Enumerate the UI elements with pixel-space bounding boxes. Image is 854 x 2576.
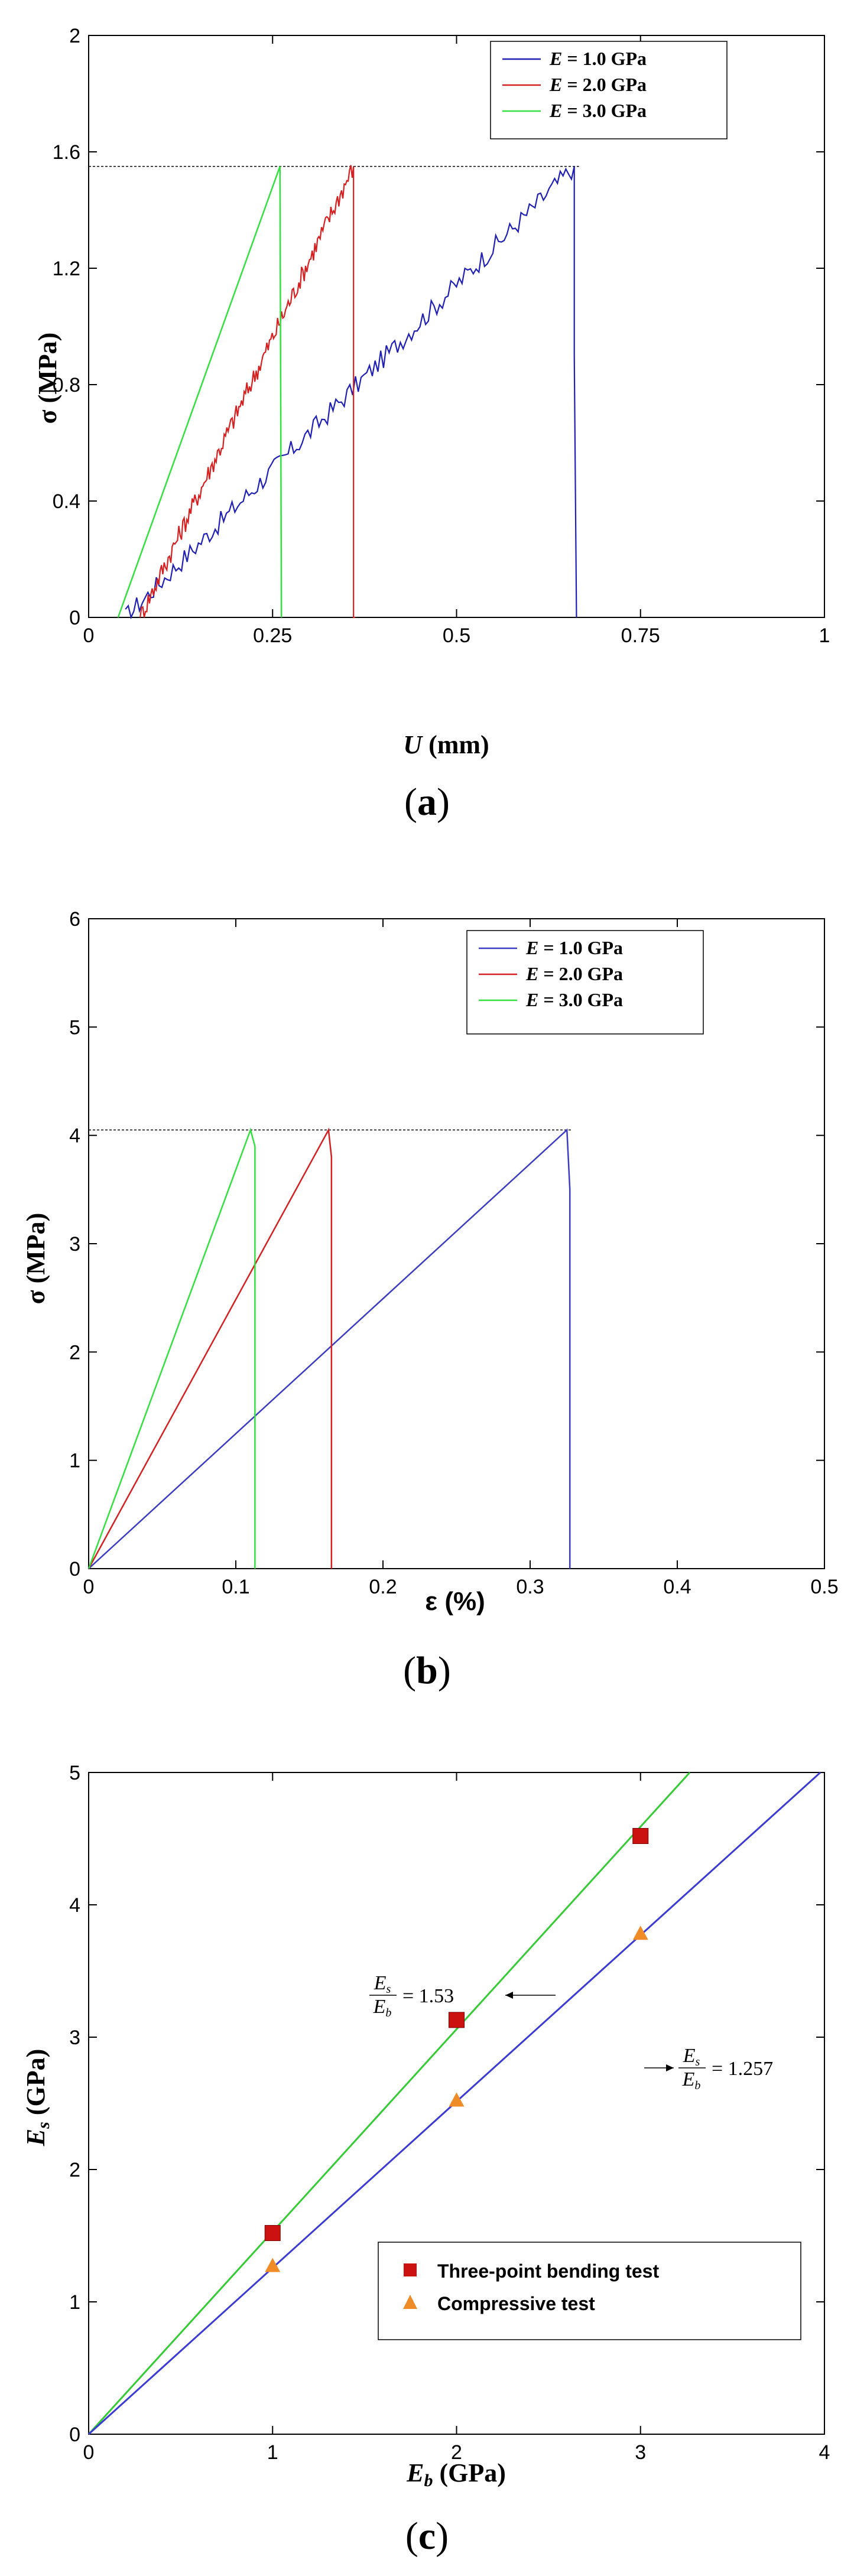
svg-text:Es: Es [683,2045,700,2068]
chart-a-ytick-label: 1.2 [53,258,80,280]
chart-a-legend-label: E = 2.0 GPa [549,74,647,95]
chart-c-ytick-label: 5 [69,1762,80,1784]
chart-c-annotation-bending-value: = 1.53 [402,1985,454,2007]
chart-c-xtick-label: 1 [267,2441,278,2464]
chart-b-plot: 0 0.1 0.2 0.3 0.4 0.5 0 1 2 3 4 5 6 [69,908,839,1598]
chart-b-ytick-label: 2 [69,1341,80,1364]
chart-c-point-triangle [265,2258,281,2272]
chart-c-xtick-label: 0 [83,2441,95,2464]
chart-a-ytick-label: 0.8 [53,374,80,396]
chart-b-series-line [87,1127,256,1569]
chart-c-legend-swatch [403,2295,417,2309]
chart-a-ytick-label: 1.6 [53,141,80,164]
chart-a-xtick-label: 0.5 [443,625,470,647]
chart-a-xtick-label: 0.75 [621,625,660,647]
chart-b-ytick-label: 0 [69,1558,80,1580]
chart-b: 0 0.1 0.2 0.3 0.4 0.5 0 1 2 3 4 5 6 ε (%) σ (MPa) E … [21,908,839,1616]
chart-a-ytick-label: 0.4 [53,490,80,513]
chart-c-point-triangle [449,2092,465,2107]
chart-b-xtick-label: 0.1 [222,1576,249,1598]
chart-c-ytick-label: 3 [69,2027,80,2049]
chart-c-xtick-label: 3 [635,2441,646,2464]
chart-b-xtick-label: 0.5 [810,1576,838,1598]
chart-b-legend-label: E = 3.0 GPa [525,989,623,1010]
chart-a-xtick-label: 1 [819,625,830,647]
chart-b-ytick-label: 1 [69,1450,80,1472]
chart-a-ylabel: σ (MPa) [33,333,62,424]
chart-c-legend-label: Compressive test [437,2293,595,2314]
chart-c-annotation-compressive-value: = 1.257 [712,2058,773,2080]
svg-text:Eb: Eb [373,1996,392,2019]
chart-b-xtick-label: 0.2 [369,1576,397,1598]
chart-b-xtick-label: 0.3 [516,1576,544,1598]
chart-a-xtick-label: 0 [83,625,95,647]
chart-c-ytick-label: 4 [69,1894,80,1917]
chart-c-legend: Three-point bending test Compressive test [378,2242,801,2340]
chart-a-xtick-label: 0.25 [253,625,292,647]
chart-c-annotation-arrowhead-1 [505,1992,513,1999]
chart-b-ytick-label: 3 [69,1233,80,1256]
chart-a: 0 0.25 0.5 0.75 1 0 0.4 0.8 1.2 1.6 2 U (mm) σ (MP… [33,25,830,759]
chart-c-legend-box [378,2242,801,2340]
chart-a-legend: E = 1.0 GPa E = 2.0 GPa E = 3.0 GPa [490,41,728,139]
chart-b-legend-label: E = 1.0 GPa [525,937,623,958]
chart-b-xtick-label: 0 [83,1576,95,1598]
chart-c-ytick-label: 0 [69,2424,80,2446]
chart-b-ytick-label: 4 [69,1125,80,1147]
chart-b-ytick-label: 5 [69,1016,80,1039]
chart-c-xtick-label: 2 [451,2441,462,2464]
chart-c-xtick-label: 4 [819,2441,830,2464]
chart-a-ytick-label: 0 [69,607,80,629]
chart-a-series-line [117,166,282,618]
svg-text:Es: Es [374,1972,391,1996]
chart-c-plot: 0 1 2 3 4 0 1 2 3 4 5 [69,1762,830,2464]
chart-a-legend-box [490,41,728,139]
chart-b-ytick-label: 6 [69,908,80,931]
chart-a-series-line [139,165,355,619]
chart-c-legend-label: Three-point bending test [437,2260,659,2282]
chart-c-ytick-label: 2 [69,2159,80,2181]
chart-b-frame [88,918,825,1569]
chart-b-ylabel: σ (MPa) [21,1213,50,1305]
chart-c-legend-swatch [404,2263,417,2276]
chart-c-fit-line [87,1771,691,2435]
chart-b-legend: E = 1.0 GPa E = 2.0 GPa E = 3.0 GPa [466,930,704,1035]
chart-a-ytick-label: 2 [69,25,80,47]
chart-c-point-square [449,2012,465,2028]
chart-a-legend-label: E = 1.0 GPa [549,48,647,69]
chart-c-point-triangle [632,1926,648,1940]
chart-b-series-line [87,1127,333,1569]
caption-b: (b) [403,1649,451,1692]
chart-c-point-square [264,2225,281,2242]
chart-a-series-line [125,166,577,620]
chart-c-annotation-arrowhead-2 [666,2064,674,2071]
caption-c: (c) [405,2515,449,2558]
chart-a-plot: 0 0.25 0.5 0.75 1 0 0.4 0.8 1.2 1.6 2 [53,25,830,647]
svg-text:Eb: Eb [682,2068,701,2092]
chart-c-ytick-label: 1 [69,2291,80,2314]
chart-c-xlabel: Eb (GPa) [406,2458,506,2490]
chart-a-legend-label: E = 3.0 GPa [549,100,647,121]
chart-b-xlabel: ε (%) [425,1587,485,1616]
chart-a-xlabel: U (mm) [403,730,489,759]
caption-a: (a) [404,780,450,824]
chart-b-legend-label: E = 2.0 GPa [525,963,623,984]
chart-c: 0 1 2 3 4 0 1 2 3 4 5 Eb (GPa) Es (GPa) Three-poin… [21,1762,830,2490]
chart-b-series-line [88,1128,571,1569]
chart-c-point-square [632,1828,649,1845]
chart-c-ylabel: Es (GPa) [21,2049,53,2146]
chart-b-xtick-label: 0.4 [663,1576,691,1598]
